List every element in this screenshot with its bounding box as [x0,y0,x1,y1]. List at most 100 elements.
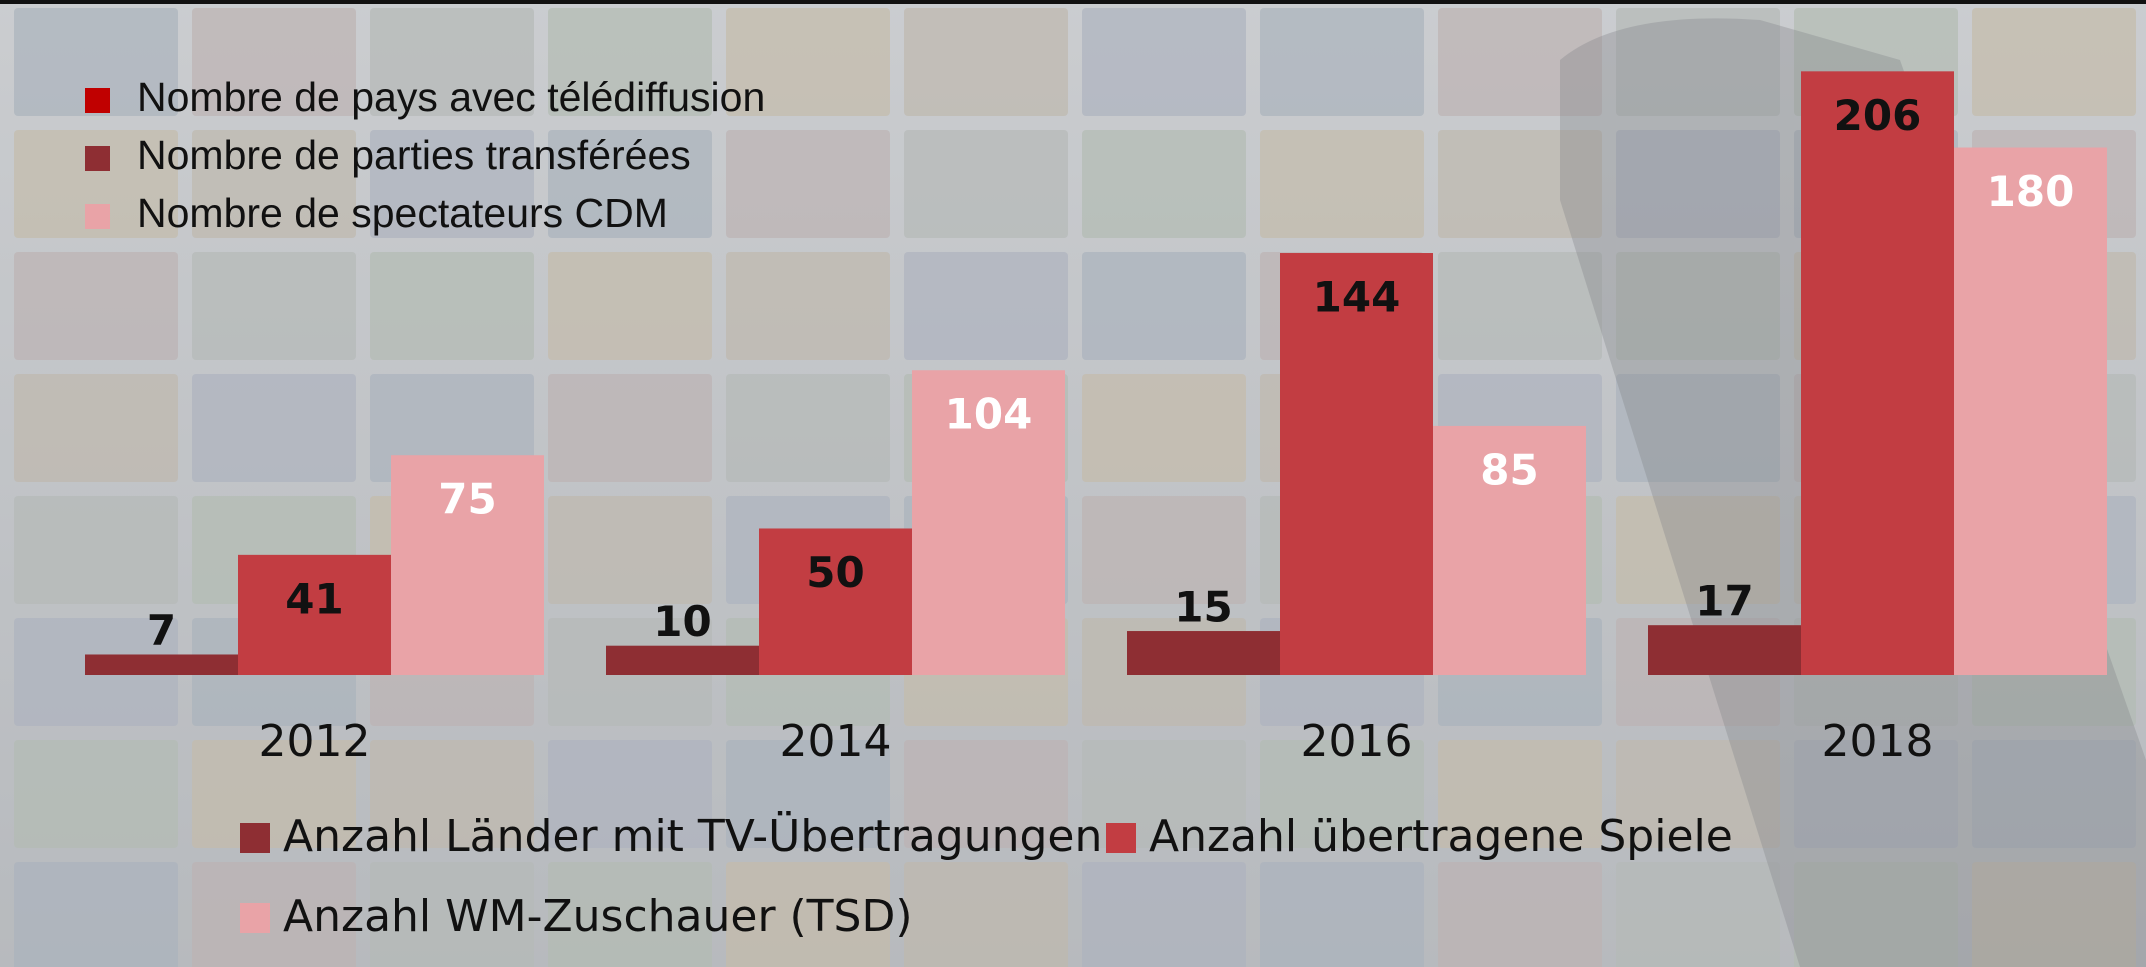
bg-tile [14,740,178,848]
bg-tile [370,130,534,238]
bg-tile [14,496,178,604]
x-tick-label: 2018 [1822,716,1934,767]
bg-tile [726,130,890,238]
bg-tile [1082,130,1246,238]
bg-tile [1438,252,1602,360]
bg-tile [726,374,890,482]
bg-tile [548,496,712,604]
bg-tile [726,862,890,967]
bg-tile [548,252,712,360]
legend-label: Anzahl übertragene Spiele [1149,811,1733,862]
bg-tile [192,862,356,967]
legend-label: Anzahl WM-Zuschauer (TSD) [283,891,913,942]
bar [1801,71,1954,675]
bg-tile [1082,862,1246,967]
bar [391,455,544,675]
bg-tile [192,740,356,848]
x-tick-label: 2012 [259,716,371,767]
bg-tile [726,252,890,360]
legend-swatch [240,823,270,853]
legend-swatch [240,903,270,933]
top-border [0,0,2146,4]
bg-tile [370,374,534,482]
bar [1127,631,1280,675]
bg-tile [14,252,178,360]
bg-tile [548,374,712,482]
data-label: 17 [1695,577,1753,626]
secondary-legend-label: Nombre de parties transférées [137,132,691,178]
bg-tile [1972,740,2136,848]
bg-tile [14,374,178,482]
bg-tile [1616,374,1780,482]
legend-label: Anzahl Länder mit TV-Übertragungen [283,810,1102,862]
secondary-legend-label: Nombre de pays avec télédiffusion [137,74,765,120]
bg-tile [370,252,534,360]
bg-tile [1260,862,1424,967]
bg-tile [904,862,1068,967]
bar [606,645,759,675]
bg-tile [1616,740,1780,848]
secondary-legend-label: Nombre de spectateurs CDM [137,190,668,236]
bg-tile [192,374,356,482]
bg-tile [1260,740,1424,848]
data-label: 104 [945,390,1033,439]
bg-tile [1616,862,1780,967]
bg-tile [548,862,712,967]
bg-tile [1616,8,1780,116]
bg-tile [1082,374,1246,482]
data-label: 41 [285,574,343,623]
secondary-legend-swatch [85,146,110,171]
data-label: 75 [438,475,496,524]
bg-tile [904,740,1068,848]
bg-tile [1438,862,1602,967]
bg-tile [904,252,1068,360]
data-label: 7 [147,606,176,655]
bg-tile [1260,130,1424,238]
bar [1648,625,1801,675]
bg-tile [1082,252,1246,360]
bg-tile [726,740,890,848]
bg-tile [370,8,534,116]
bg-tile [548,8,712,116]
bg-tile [1082,740,1246,848]
bg-tile [14,862,178,967]
bar [1280,253,1433,675]
data-label: 85 [1480,445,1538,494]
bg-tile [548,130,712,238]
bg-tile [14,8,178,116]
bg-tile [192,130,356,238]
x-tick-label: 2016 [1301,716,1413,767]
data-label: 50 [806,548,864,597]
bar [85,654,238,675]
bg-tile [370,740,534,848]
bg-tile [1438,8,1602,116]
bg-tile [192,252,356,360]
legend-swatch [1106,823,1136,853]
bar [1433,425,1586,675]
bg-tile [904,8,1068,116]
bg-tile [1794,740,1958,848]
background-tiles [14,8,2136,967]
bg-tile [1616,130,1780,238]
bg-tile [192,8,356,116]
data-label: 144 [1313,273,1401,322]
bg-tile [726,8,890,116]
bg-tile [1082,496,1246,604]
bg-tile [1438,740,1602,848]
bg-tile [1082,8,1246,116]
bar [1954,147,2107,676]
bg-tile [1972,8,2136,116]
data-label: 15 [1174,583,1232,632]
bg-tile [1972,862,2136,967]
data-label: 206 [1834,91,1922,140]
bg-tile [548,740,712,848]
secondary-legend-swatch [85,204,110,229]
bg-tile [1794,862,1958,967]
bar [759,528,912,675]
secondary-legend-swatch [85,88,110,113]
bg-tile [1438,130,1602,238]
bg-tile [1616,252,1780,360]
